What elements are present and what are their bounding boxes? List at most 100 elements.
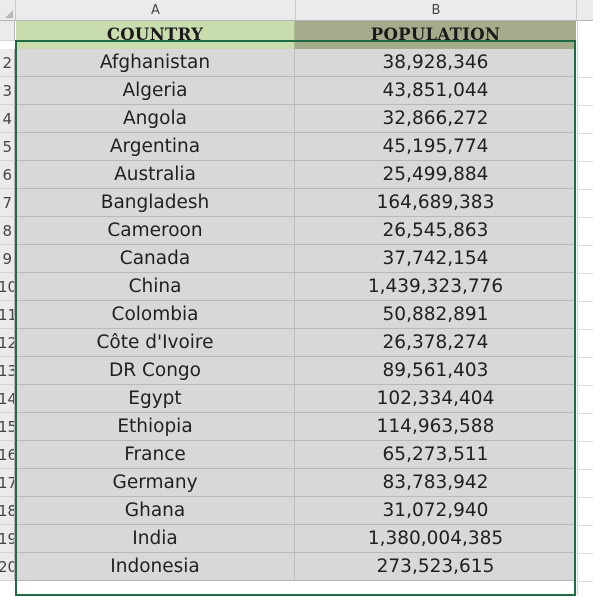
table-row: China 1,439,323,776 [16,273,576,301]
cell-population[interactable]: 37,742,154 [295,245,576,272]
row-number: 11 [0,306,14,324]
row-number: 2 [2,54,12,72]
header-cell-population[interactable]: POPULATION [295,21,576,49]
table-row: Ghana 31,072,940 [16,497,576,525]
row-number: 16 [0,446,14,464]
row-header[interactable]: 13 [0,357,15,385]
row-header[interactable]: 18 [0,497,15,525]
cell-population[interactable]: 1,380,004,385 [295,525,576,552]
cell-population[interactable]: 31,072,940 [295,497,576,524]
header-cell-country[interactable]: COUNTRY [16,21,295,49]
cell-population[interactable]: 26,378,274 [295,329,576,356]
table-row: Germany 83,783,942 [16,469,576,497]
row-header[interactable]: 10 [0,273,15,301]
row-number: 10 [0,278,14,296]
row-number: 18 [0,502,14,520]
cell-country[interactable]: Indonesia [16,553,295,580]
gridline [578,441,593,442]
cell-country[interactable]: India [16,525,295,552]
cell-country[interactable]: Australia [16,161,295,188]
row-header[interactable]: 5 [0,133,15,161]
table-row: Cameroon 26,545,863 [16,217,576,245]
cell-country[interactable]: Colombia [16,301,295,328]
cell-population[interactable]: 273,523,615 [295,553,576,580]
row-number: 3 [2,82,12,100]
row-number: 19 [0,530,14,548]
cell-population[interactable]: 50,882,891 [295,301,576,328]
gridline [578,105,593,106]
row-header[interactable]: 17 [0,469,15,497]
row-header[interactable]: 6 [0,161,15,189]
cell-country[interactable]: DR Congo [16,357,295,384]
row-header[interactable]: 16 [0,441,15,469]
row-number: 15 [0,418,14,436]
row-header[interactable]: 12 [0,329,15,357]
gridline [578,329,593,330]
cell-population[interactable]: 26,545,863 [295,217,576,244]
row-header[interactable]: 3 [0,77,15,105]
cell-population[interactable]: 114,963,588 [295,413,576,440]
row-header[interactable]: 4 [0,105,15,133]
gridline [578,385,593,386]
row-header[interactable]: 2 [0,49,15,77]
column-c-area[interactable] [577,21,593,595]
row-header-1[interactable] [0,21,15,41]
select-all-triangle-icon [5,10,13,18]
row-header[interactable]: 15 [0,413,15,441]
cell-country[interactable]: Germany [16,469,295,496]
cell-country[interactable]: Argentina [16,133,295,160]
cell-country[interactable]: Bangladesh [16,189,295,216]
cell-population[interactable]: 65,273,511 [295,441,576,468]
row-header[interactable]: 7 [0,189,15,217]
row-number: 20 [0,558,14,576]
select-all-corner[interactable] [0,0,16,21]
column-header-a[interactable]: A [16,0,296,21]
cell-population[interactable]: 89,561,403 [295,357,576,384]
table-row: Ethiopia 114,963,588 [16,413,576,441]
row-header[interactable]: 9 [0,245,15,273]
cell-population[interactable]: 38,928,346 [295,49,576,76]
cell-country[interactable]: Egypt [16,385,295,412]
cell-country[interactable]: Angola [16,105,295,132]
row-header[interactable]: 14 [0,385,15,413]
row-header[interactable]: 8 [0,217,15,245]
cell-population[interactable]: 43,851,044 [295,77,576,104]
cell-country[interactable]: Canada [16,245,295,272]
cell-population[interactable]: 164,689,383 [295,189,576,216]
cell-population[interactable]: 32,866,272 [295,105,576,132]
cell-country[interactable]: Afghanistan [16,49,295,76]
row-header[interactable]: 11 [0,301,15,329]
gridline [578,497,593,498]
cell-country[interactable]: France [16,441,295,468]
table-row: Indonesia 273,523,615 [16,553,576,581]
table-row: Canada 37,742,154 [16,245,576,273]
row-header[interactable]: 19 [0,525,15,553]
cell-population[interactable]: 25,499,884 [295,161,576,188]
gridline [578,581,593,582]
gridline [578,161,593,162]
table-row: Angola 32,866,272 [16,105,576,133]
cell-population[interactable]: 45,195,774 [295,133,576,160]
column-header-c[interactable] [577,0,593,21]
table-row: Côte d'Ivoire 26,378,274 [16,329,576,357]
gridline [578,413,593,414]
table-row: Colombia 50,882,891 [16,301,576,329]
cell-country[interactable]: Ethiopia [16,413,295,440]
cell-country[interactable]: Ghana [16,497,295,524]
cell-population[interactable]: 83,783,942 [295,469,576,496]
gridline [578,217,593,218]
cell-population[interactable]: 102,334,404 [295,385,576,412]
column-header-b[interactable]: B [296,0,577,21]
cell-country[interactable]: Côte d'Ivoire [16,329,295,356]
gridline [578,77,593,78]
cell-population[interactable]: 1,439,323,776 [295,273,576,300]
row-header[interactable]: 20 [0,553,15,581]
cell-country[interactable]: Algeria [16,77,295,104]
cell-country[interactable]: China [16,273,295,300]
cell-country[interactable]: Cameroon [16,217,295,244]
table-row: France 65,273,511 [16,441,576,469]
table-header-row: COUNTRY POPULATION [16,21,576,49]
table-row: DR Congo 89,561,403 [16,357,576,385]
gridline [578,273,593,274]
